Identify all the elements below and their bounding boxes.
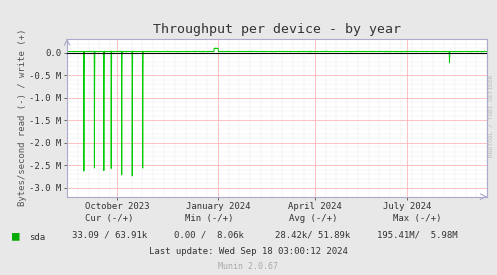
Text: Last update: Wed Sep 18 03:00:12 2024: Last update: Wed Sep 18 03:00:12 2024 xyxy=(149,248,348,256)
Text: 28.42k/ 51.89k: 28.42k/ 51.89k xyxy=(275,231,351,240)
Text: sda: sda xyxy=(29,233,45,242)
Text: ■: ■ xyxy=(12,229,20,242)
Text: RRDTOOL / TOBI OETIKER: RRDTOOL / TOBI OETIKER xyxy=(489,74,494,157)
Text: Munin 2.0.67: Munin 2.0.67 xyxy=(219,262,278,271)
Text: Avg (-/+): Avg (-/+) xyxy=(289,214,337,223)
Text: Cur (-/+): Cur (-/+) xyxy=(85,214,134,223)
Text: 0.00 /  8.06k: 0.00 / 8.06k xyxy=(174,231,244,240)
Text: Min (-/+): Min (-/+) xyxy=(184,214,233,223)
Title: Throughput per device - by year: Throughput per device - by year xyxy=(153,23,401,36)
Text: Max (-/+): Max (-/+) xyxy=(393,214,442,223)
Y-axis label: Bytes/second read (-) / write (+): Bytes/second read (-) / write (+) xyxy=(17,29,26,206)
Text: 195.41M/  5.98M: 195.41M/ 5.98M xyxy=(377,231,458,240)
Text: 33.09 / 63.91k: 33.09 / 63.91k xyxy=(72,231,147,240)
